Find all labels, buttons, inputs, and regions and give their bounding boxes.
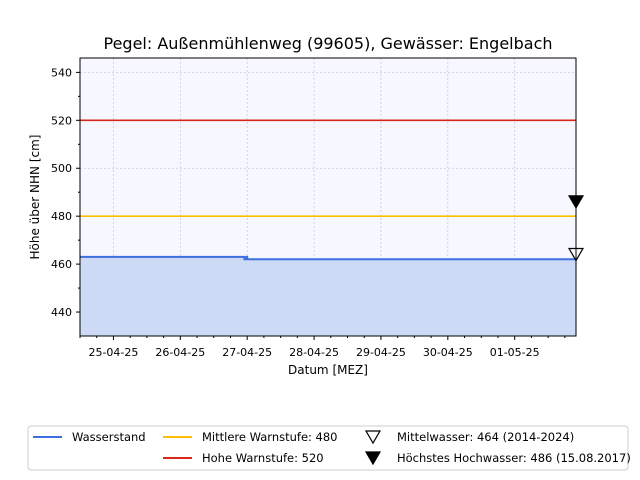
y-tick-label: 440 (51, 306, 72, 319)
y-tick-label: 500 (51, 162, 72, 175)
legend-label-mean-water: Mittelwasser: 464 (2014-2024) (397, 430, 574, 444)
series-layer (80, 255, 576, 336)
legend-label-warning-high: Hohe Warnstufe: 520 (202, 451, 324, 465)
water-level-area (80, 256, 576, 336)
legend-label-highest-flood: Höchstes Hochwasser: 486 (15.08.2017) (397, 451, 631, 465)
x-tick-label: 27-04-25 (222, 346, 272, 359)
x-tick-label: 26-04-25 (155, 346, 205, 359)
x-tick-label: 01-05-25 (490, 346, 540, 359)
x-tick-label: 30-04-25 (423, 346, 473, 359)
x-tick-label: 25-04-25 (88, 346, 138, 359)
legend-label-warning-medium: Mittlere Warnstufe: 480 (202, 430, 338, 444)
y-axis: 440 460 480 500 520 540 (51, 66, 80, 319)
legend-swatch-mean-water (364, 430, 382, 445)
y-tick-label: 460 (51, 258, 72, 271)
x-axis-label: Datum [MEZ] (288, 363, 368, 377)
x-axis: 25-04-25 26-04-25 27-04-25 28-04-25 29-04-25… (79, 336, 566, 359)
plot-frame (79, 57, 577, 337)
chart-title: Pegel: Außenmühlenweg (99605), Gewässer:… (103, 34, 552, 53)
water-level-line (80, 255, 576, 261)
legend-swatch-highest-flood (364, 451, 382, 466)
threshold-lines (80, 119, 576, 217)
y-tick-label: 520 (51, 114, 72, 127)
legend: Wasserstand Mittlere Warnstufe: 480 Hohe W… (27, 425, 631, 471)
y-tick-label: 480 (51, 210, 72, 223)
x-tick-label: 28-04-25 (289, 346, 339, 359)
y-tick-label: 540 (51, 66, 72, 79)
legend-label-water-level: Wasserstand (72, 430, 146, 444)
x-tick-label: 29-04-25 (356, 346, 406, 359)
y-axis-label: Höhe über NHN [cm] (28, 135, 42, 260)
